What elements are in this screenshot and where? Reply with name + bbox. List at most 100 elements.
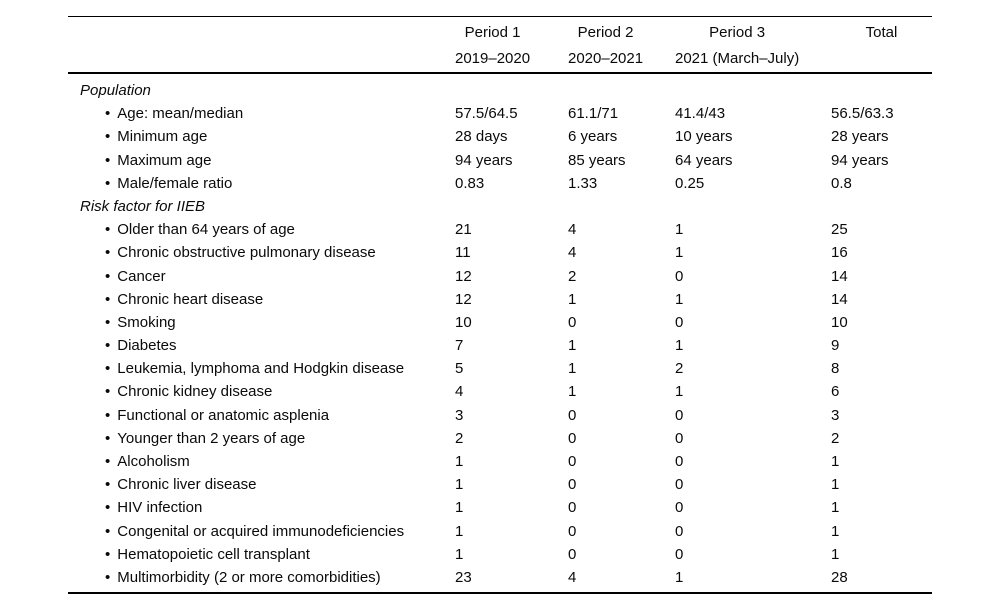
cell-period-2: 2 — [568, 267, 577, 285]
row-label-text: Younger than 2 years of age — [117, 429, 306, 447]
section-header-row: Population — [68, 79, 932, 102]
row-label: • Leukemia, lymphoma and Hodgkin disease — [68, 357, 455, 380]
cell-period-1: 1 — [455, 499, 464, 517]
row-label: • Functional or anatomic asplenia — [68, 404, 455, 427]
row-label: • Male/female ratio — [68, 172, 455, 195]
bullet-icon: • — [105, 568, 111, 586]
cell-total: 1 — [831, 499, 840, 517]
cell-period-3: 1 — [675, 337, 684, 355]
table-row: • Congenital or acquired immunodeficienci… — [68, 520, 932, 543]
bullet-icon: • — [105, 174, 111, 192]
bullet-icon: • — [105, 105, 111, 123]
cell-period-3: 1 — [675, 568, 684, 586]
bullet-icon: • — [105, 290, 111, 308]
cell-period-2: 0 — [568, 453, 577, 470]
table-row: • Minimum age 28 days 6 years 10 years 28… — [68, 125, 932, 148]
cell-period-3: 1 — [675, 290, 684, 308]
column-subheader: 2020–2021 — [568, 50, 644, 67]
row-label: • HIV infection — [68, 496, 455, 519]
bullet-icon: • — [105, 360, 111, 378]
table-row: • Chronic kidney disease 4 1 1 6 — [68, 380, 932, 403]
cell-period-2: 0 — [568, 406, 577, 424]
row-label: • Chronic liver disease — [68, 473, 455, 496]
row-label: • Younger than 2 years of age — [68, 427, 455, 450]
cell-total: 10 — [831, 313, 848, 331]
cell-total: 6 — [831, 383, 840, 401]
cell-total: 94 years — [831, 151, 889, 169]
row-label-text: Age: mean/median — [117, 105, 244, 123]
cell-total: 1 — [831, 453, 840, 470]
cell-period-1: 21 — [455, 221, 472, 239]
table-row: • Chronic heart disease 12 1 1 14 — [68, 288, 932, 311]
cell-period-3: 1 — [675, 221, 684, 239]
cell-total: 9 — [831, 337, 840, 355]
table-row: • HIV infection 1 0 0 1 — [68, 496, 932, 519]
cell-period-2: 85 years — [568, 151, 626, 169]
cell-total: 1 — [831, 545, 840, 563]
bullet-icon: • — [105, 522, 111, 540]
header-cell-stub — [68, 20, 455, 72]
cell-period-3: 0 — [675, 313, 684, 331]
row-label-text: Hematopoietic cell transplant — [117, 545, 310, 563]
cell-period-1: 23 — [455, 568, 472, 586]
table-row: • Cancer 12 2 0 14 — [68, 265, 932, 288]
cell-total: 1 — [831, 476, 840, 494]
bullet-icon: • — [105, 429, 111, 447]
cell-total: 8 — [831, 360, 840, 378]
bullet-icon: • — [105, 499, 111, 517]
row-label-text: Male/female ratio — [117, 174, 233, 192]
table-row: • Leukemia, lymphoma and Hodgkin disease … — [68, 357, 932, 380]
cell-period-1: 5 — [455, 360, 464, 378]
bullet-icon: • — [105, 476, 111, 494]
header-cell-period-3: Period 3 2021 (March–July) — [675, 20, 831, 72]
section-title: Population — [80, 82, 151, 99]
row-label-text: Maximum age — [117, 151, 212, 169]
cell-period-3: 0 — [675, 406, 684, 424]
row-label-text: Chronic heart disease — [117, 290, 264, 308]
row-label-text: Cancer — [117, 267, 166, 285]
cell-period-1: 57.5/64.5 — [455, 105, 518, 123]
table-row: • Multimorbidity (2 or more comorbidities… — [68, 566, 932, 589]
table-body: Population • Age: mean/median 57.5/64.5 6… — [68, 74, 932, 595]
row-label: • Minimum age — [68, 125, 455, 148]
column-header: Period 3 — [709, 24, 766, 41]
cell-period-1: 10 — [455, 313, 472, 331]
table-row: • Diabetes 7 1 1 9 — [68, 334, 932, 357]
cell-period-2: 1 — [568, 383, 577, 401]
row-label: • Chronic heart disease — [68, 288, 455, 311]
row-label-text: Older than 64 years of age — [117, 221, 295, 239]
row-label-text: Chronic kidney disease — [117, 383, 273, 401]
table-header-row: Period 1 2019–2020 Period 2 2020–2021 Pe… — [68, 17, 932, 74]
table-row: • Smoking 10 0 0 10 — [68, 311, 932, 334]
bullet-icon: • — [105, 337, 111, 355]
cell-total: 3 — [831, 406, 840, 424]
row-label: • Congenital or acquired immunodeficienci… — [68, 520, 455, 543]
row-label: • Chronic kidney disease — [68, 380, 455, 403]
bullet-icon: • — [105, 545, 111, 563]
table-row: • Male/female ratio 0.83 1.33 0.25 0.8 — [68, 172, 932, 195]
row-label-text: Functional or anatomic asplenia — [117, 406, 330, 424]
cell-period-1: 12 — [455, 267, 472, 285]
column-header: Period 1 — [464, 24, 521, 41]
cell-total: 14 — [831, 290, 848, 308]
row-label: • Age: mean/median — [68, 102, 455, 125]
cell-period-3: 0 — [675, 499, 684, 517]
cell-period-1: 28 days — [455, 128, 508, 146]
row-label: • Hematopoietic cell transplant — [68, 543, 455, 566]
bullet-icon: • — [105, 151, 111, 169]
column-header: Total — [865, 24, 898, 41]
cell-total: 16 — [831, 244, 848, 262]
cell-period-2: 0 — [568, 545, 577, 563]
table-row: • Younger than 2 years of age 2 0 0 2 — [68, 427, 932, 450]
row-label: • Multimorbidity (2 or more comorbidities… — [68, 566, 455, 589]
cell-period-1: 2 — [455, 429, 464, 447]
row-label-text: Chronic liver disease — [117, 476, 257, 494]
row-label-text: Minimum age — [117, 128, 208, 146]
table-row: • Chronic obstructive pulmonary disease 1… — [68, 241, 932, 264]
row-label: • Maximum age — [68, 149, 455, 172]
cell-period-1: 7 — [455, 337, 464, 355]
table-row: • Age: mean/median 57.5/64.5 61.1/71 41.4… — [68, 102, 932, 125]
row-label-text: Chronic obstructive pulmonary disease — [117, 244, 376, 262]
table-row: • Older than 64 years of age 21 4 1 25 — [68, 218, 932, 241]
cell-period-3: 64 years — [675, 151, 733, 169]
